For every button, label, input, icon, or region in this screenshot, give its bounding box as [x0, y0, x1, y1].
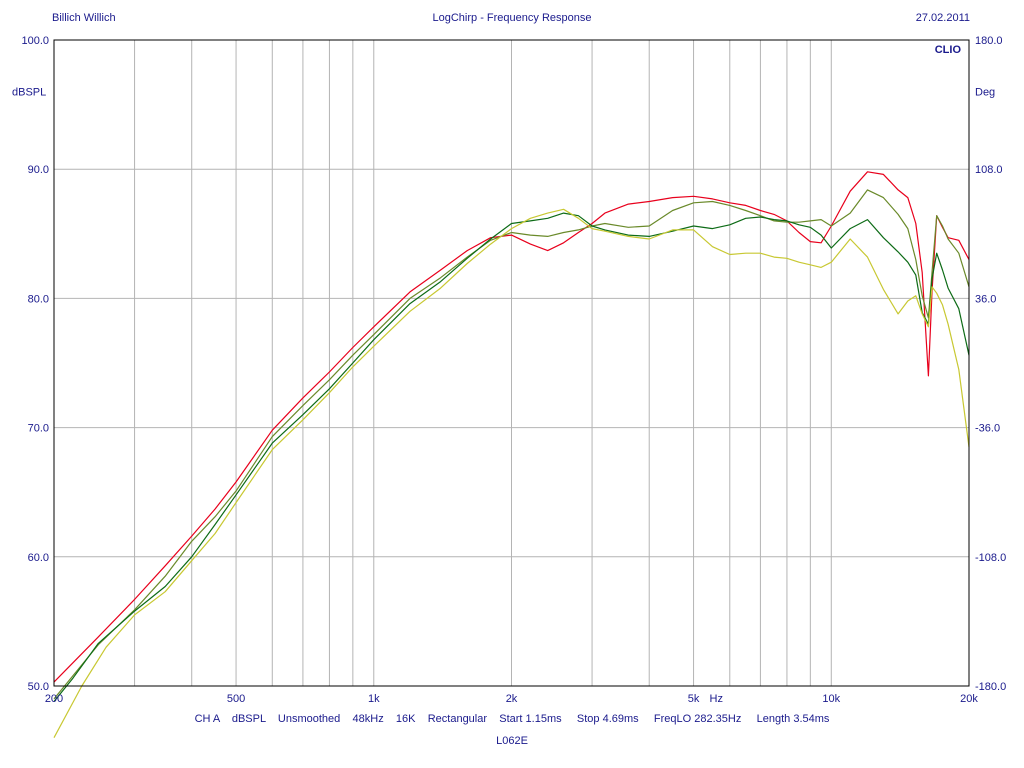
axis-labels: 50.0 60.0 70.0 80.0 90.0 100.0 -180.0 -108.0 -36… [12, 35, 1006, 705]
header-date: 27.02.2011 [915, 12, 970, 24]
x-tick-label: 5k [688, 693, 700, 705]
x-tick-label: 1k [368, 693, 380, 705]
y-axis-title: dBSPL [12, 87, 46, 99]
y2-tick-label: 180.0 [975, 35, 1003, 47]
y2-tick-label: -180.0 [975, 681, 1006, 693]
y-tick-label: 50.0 [28, 681, 49, 693]
y-tick-label: 70.0 [28, 423, 49, 435]
y2-tick-label: -36.0 [975, 423, 1000, 435]
series-line-4 [53, 208, 970, 738]
plot-frame-rect [53, 39, 970, 687]
series-line-2 [53, 189, 970, 700]
y-tick-label: 100.0 [21, 35, 49, 47]
y2-tick-label: 36.0 [975, 293, 996, 305]
series-line-1 [53, 171, 970, 683]
series-line-3 [53, 212, 970, 702]
y-tick-label: 80.0 [28, 293, 49, 305]
x-tick-label: 20k [960, 693, 978, 705]
y-tick-label: 90.0 [28, 164, 49, 176]
measurement-settings: CH A dBSPL Unsmoothed 48kHz 16K Rectangu… [194, 713, 830, 725]
y-tick-label: 60.0 [28, 552, 49, 564]
x-unit-label: Hz [710, 693, 723, 705]
plot-frame [53, 39, 970, 687]
brand-label: CLIO [935, 44, 962, 56]
grid [54, 39, 969, 687]
x-tick-label: 500 [227, 693, 245, 705]
y2-tick-label: -108.0 [975, 552, 1006, 564]
series-group [53, 171, 970, 738]
y2-tick-label: 108.0 [975, 164, 1003, 176]
y2-axis-title: Deg [975, 87, 995, 99]
x-tick-label: 10k [822, 693, 840, 705]
chart-title: LogChirp - Frequency Response [432, 12, 592, 24]
x-tick-label: 200 [45, 693, 63, 705]
header-author: Billich Willich [52, 12, 116, 24]
x-tick-label: 2k [506, 693, 518, 705]
measurement-reference: L062E [496, 735, 528, 747]
